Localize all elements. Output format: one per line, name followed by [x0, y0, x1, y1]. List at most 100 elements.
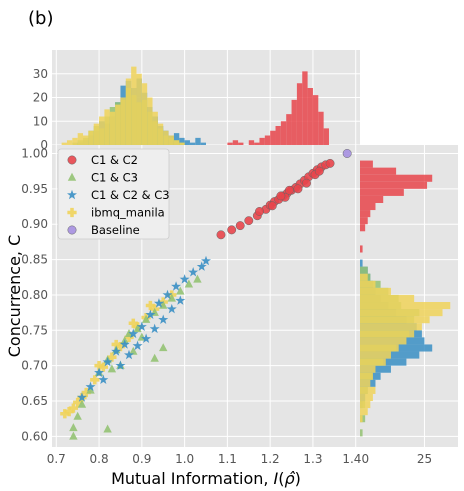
- data-point: [94, 361, 104, 371]
- data-point: [153, 298, 164, 308]
- legend-marker: [67, 207, 77, 218]
- top-hist-bar: [248, 140, 255, 145]
- right-hist-bar: [360, 344, 399, 352]
- data-point: [244, 216, 254, 226]
- data-point: [77, 399, 87, 408]
- y-tick-label: 0.65: [21, 394, 48, 408]
- data-point: [98, 374, 109, 385]
- legend: C1 & C2 C1 & C3 C1 & C2 & C3 ibmq_manila Bas…: [57, 148, 170, 240]
- data-point: [115, 360, 126, 370]
- top-hist-bar: [307, 88, 313, 145]
- top-hist-bar: [109, 111, 116, 145]
- legend-marker: [67, 155, 77, 165]
- right-hist-bar: [360, 386, 376, 394]
- right-hist-series: [360, 273, 451, 423]
- data-point: [124, 349, 134, 360]
- top-y-tick-label: 20: [33, 91, 48, 105]
- data-point: [111, 339, 121, 350]
- data-point: [128, 328, 139, 339]
- top-hist-bar: [120, 97, 126, 145]
- data-point: [136, 321, 147, 332]
- top-hist-bar: [184, 140, 190, 145]
- legend-label: C1 & C3: [91, 171, 138, 185]
- right-histogram: 25: [360, 145, 458, 466]
- top-hist-bar: [141, 83, 148, 145]
- legend-label: Baseline: [91, 223, 140, 237]
- top-hist-bar: [131, 66, 137, 145]
- x-tick-label: 1.3: [303, 452, 322, 466]
- top-hist-bar: [296, 83, 303, 145]
- top-hist-bar: [77, 133, 84, 145]
- top-hist-bar: [323, 128, 329, 145]
- data-point: [111, 346, 122, 356]
- top-hist-bar: [66, 140, 73, 145]
- right-hist-bar: [360, 181, 428, 189]
- top-hist-bar: [232, 140, 239, 145]
- top-hist-bar: [163, 130, 169, 145]
- right-hist-bar: [360, 309, 443, 317]
- data-point: [115, 341, 126, 352]
- data-point: [107, 364, 117, 373]
- y-tick-label: 1.00: [21, 146, 48, 160]
- legend-marker: [67, 189, 77, 200]
- data-point: [158, 314, 169, 324]
- data-point: [235, 221, 245, 231]
- data-point: [314, 166, 324, 176]
- data-point: [85, 381, 96, 392]
- data-point: [90, 375, 100, 385]
- top-hist-bar: [195, 137, 201, 145]
- y-tick-label: 0.85: [21, 253, 48, 267]
- data-point: [162, 289, 173, 300]
- right-hist-bar: [360, 365, 376, 373]
- top-hist-bar: [136, 73, 142, 145]
- top-hist-bar: [157, 123, 164, 145]
- right-hist-bar: [360, 429, 363, 437]
- y-tick-label: 0.95: [21, 182, 48, 196]
- x-tick-label: 1.40: [342, 452, 369, 466]
- data-point: [76, 392, 87, 402]
- panel-label: (b): [28, 8, 53, 29]
- data-point: [69, 431, 78, 440]
- data-point: [102, 356, 113, 367]
- right-hist-bar: [360, 174, 433, 182]
- top-histogram: 0 10 20 30: [33, 50, 360, 152]
- data-point: [60, 409, 70, 419]
- series-baseline: [342, 149, 352, 158]
- data-point: [188, 267, 199, 277]
- y-tick-label: 0.75: [21, 323, 48, 337]
- right-hist-bar: [360, 245, 363, 253]
- data-point: [69, 423, 78, 432]
- data-point: [276, 191, 286, 201]
- data-point: [64, 407, 74, 417]
- top-hist-bar: [61, 142, 67, 145]
- top-hist-bar: [115, 104, 121, 145]
- x-tick-label: 0.8: [90, 452, 109, 466]
- top-hist-bar: [189, 142, 196, 145]
- top-hist-bar: [168, 135, 174, 145]
- right-hist-bar: [360, 337, 407, 345]
- right-hist-bar: [360, 351, 391, 359]
- data-point: [201, 255, 211, 266]
- y-tick-label: 0.80: [21, 288, 48, 302]
- right-hist-bar: [360, 415, 363, 423]
- top-hist-bar: [152, 111, 158, 145]
- top-hist-bar: [72, 137, 78, 145]
- top-hist-bar: [270, 130, 276, 145]
- data-point: [293, 184, 303, 194]
- x-tick-label: 0.9: [132, 452, 151, 466]
- right-hist-bar: [360, 316, 430, 324]
- data-point: [284, 185, 294, 195]
- right-hist-bar: [360, 224, 366, 232]
- series-c1-c2: [216, 158, 335, 240]
- data-point: [176, 286, 185, 295]
- data-point: [124, 332, 134, 342]
- x-tick-label: 1.0: [175, 452, 194, 466]
- top-hist-bar: [200, 142, 206, 145]
- right-hist-bar: [360, 210, 371, 218]
- data-point: [302, 178, 311, 188]
- data-point: [145, 300, 156, 311]
- top-hist-bar: [291, 99, 297, 145]
- right-hist-bar: [360, 393, 373, 402]
- series-c1-c2-c3: [76, 255, 211, 402]
